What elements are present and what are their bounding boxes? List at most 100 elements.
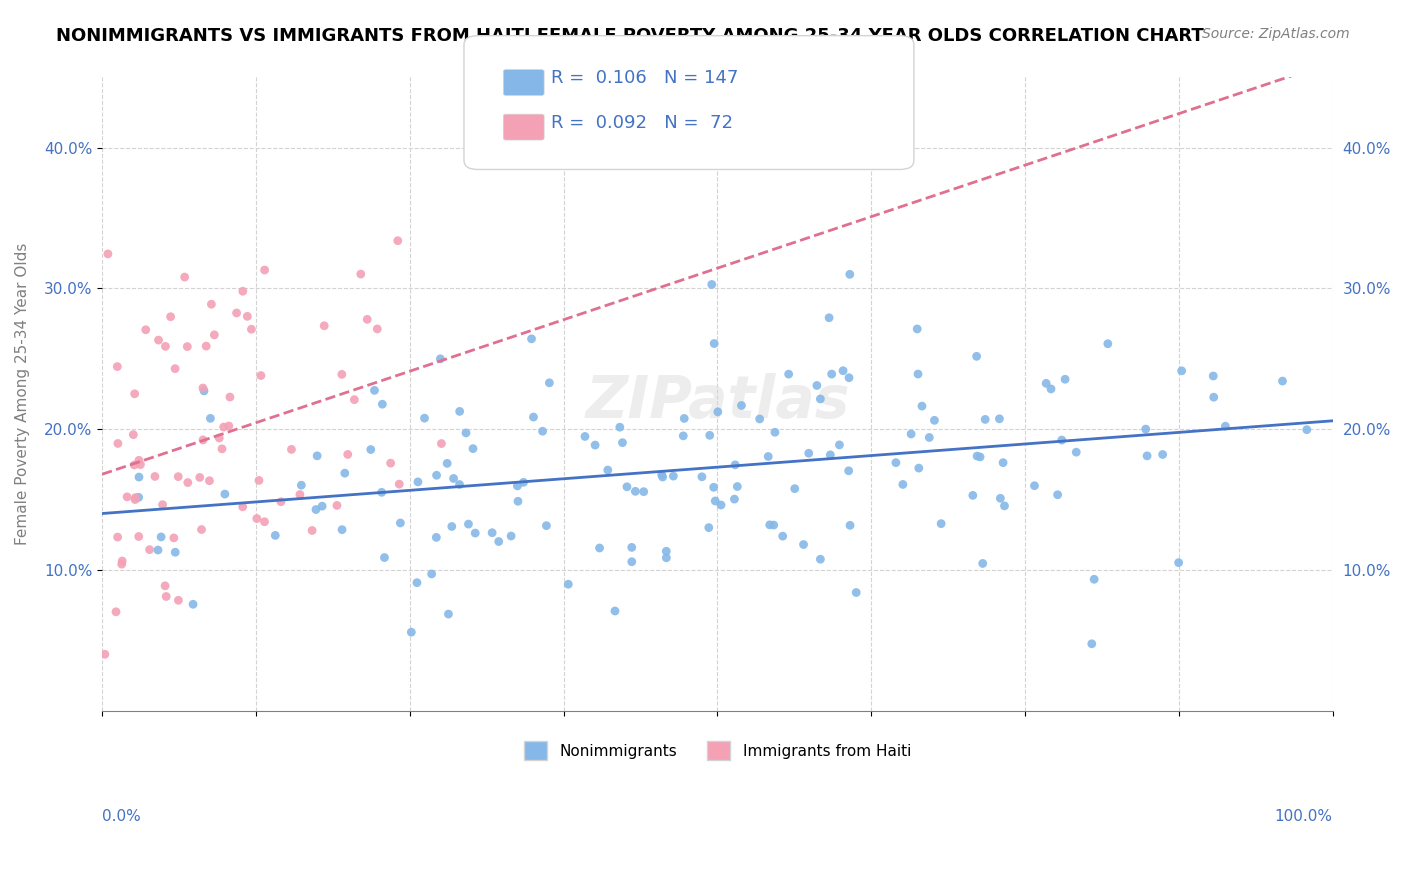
Point [662, 469, 685, 483]
Point [370, 485, 392, 500]
Point [1050, 433, 1073, 447]
Point [730, 399, 752, 413]
Point [918, 430, 941, 444]
Point [828, 438, 851, 452]
Point [247, 474, 270, 488]
Point [808, 392, 831, 406]
Point [124, 458, 146, 472]
Point [1081, 637, 1104, 651]
Point [488, 534, 510, 549]
Point [703, 336, 725, 351]
Text: R =  0.092   N =  72: R = 0.092 N = 72 [551, 114, 733, 132]
Point [176, 340, 198, 354]
Point [128, 529, 150, 543]
Point [725, 479, 748, 493]
Point [762, 518, 785, 533]
Point [724, 458, 747, 472]
Point [1202, 369, 1225, 384]
Point [97, 247, 120, 261]
Point [612, 435, 634, 450]
Point [651, 470, 673, 484]
Text: R =  0.106   N = 147: R = 0.106 N = 147 [551, 70, 738, 87]
Point [343, 392, 366, 407]
Point [700, 277, 723, 292]
Point [191, 433, 214, 447]
Point [401, 625, 423, 640]
Point [1054, 372, 1077, 386]
Point [506, 494, 529, 508]
Point [704, 494, 727, 508]
Point [311, 499, 333, 513]
Point [122, 427, 145, 442]
Point [969, 450, 991, 464]
Point [974, 412, 997, 426]
Point [707, 405, 730, 419]
Point [208, 431, 231, 445]
Point [128, 453, 150, 467]
Point [314, 318, 336, 333]
Point [464, 526, 486, 541]
Point [430, 436, 453, 450]
Point [336, 447, 359, 461]
Point [155, 590, 177, 604]
Point [413, 411, 436, 425]
Text: 100.0%: 100.0% [1275, 809, 1333, 824]
Point [723, 492, 745, 507]
Point [838, 370, 860, 384]
Point [371, 397, 394, 411]
Point [772, 529, 794, 543]
Point [363, 384, 385, 398]
Point [115, 490, 138, 504]
Point [620, 541, 643, 555]
Point [972, 557, 994, 571]
Point [305, 502, 328, 516]
Point [250, 368, 273, 383]
Point [167, 593, 190, 607]
Point [832, 364, 855, 378]
Point [616, 480, 638, 494]
Point [557, 577, 579, 591]
Point [211, 442, 233, 456]
Point [1064, 445, 1087, 459]
Point [512, 475, 534, 490]
Point [218, 419, 240, 434]
Point [907, 461, 929, 475]
Point [1083, 572, 1105, 586]
Point [457, 517, 479, 532]
Point [988, 411, 1011, 425]
Point [991, 456, 1014, 470]
Point [697, 521, 720, 535]
Point [1024, 479, 1046, 493]
Point [330, 368, 353, 382]
Point [672, 429, 695, 443]
Point [792, 537, 814, 551]
Point [1215, 419, 1237, 434]
Point [350, 267, 373, 281]
Legend: Nonimmigrants, Immigrants from Haiti: Nonimmigrants, Immigrants from Haiti [517, 735, 917, 766]
Point [1135, 422, 1157, 436]
Point [1097, 336, 1119, 351]
Point [907, 367, 929, 381]
Point [583, 438, 606, 452]
Point [288, 487, 311, 501]
Text: Source: ZipAtlas.com: Source: ZipAtlas.com [1202, 27, 1350, 41]
Point [307, 449, 329, 463]
Point [690, 470, 713, 484]
Point [651, 467, 673, 482]
Point [1046, 488, 1069, 502]
Point [624, 484, 647, 499]
Point [962, 488, 984, 502]
Y-axis label: Female Poverty Among 25-34 Year Olds: Female Poverty Among 25-34 Year Olds [15, 243, 30, 545]
Point [107, 436, 129, 450]
Point [506, 479, 529, 493]
Point [159, 310, 181, 324]
Point [326, 499, 349, 513]
Point [806, 378, 828, 392]
Point [1152, 448, 1174, 462]
Point [538, 376, 561, 390]
Point [763, 425, 786, 440]
Point [135, 323, 157, 337]
Point [420, 566, 443, 581]
Point [212, 420, 235, 434]
Point [190, 523, 212, 537]
